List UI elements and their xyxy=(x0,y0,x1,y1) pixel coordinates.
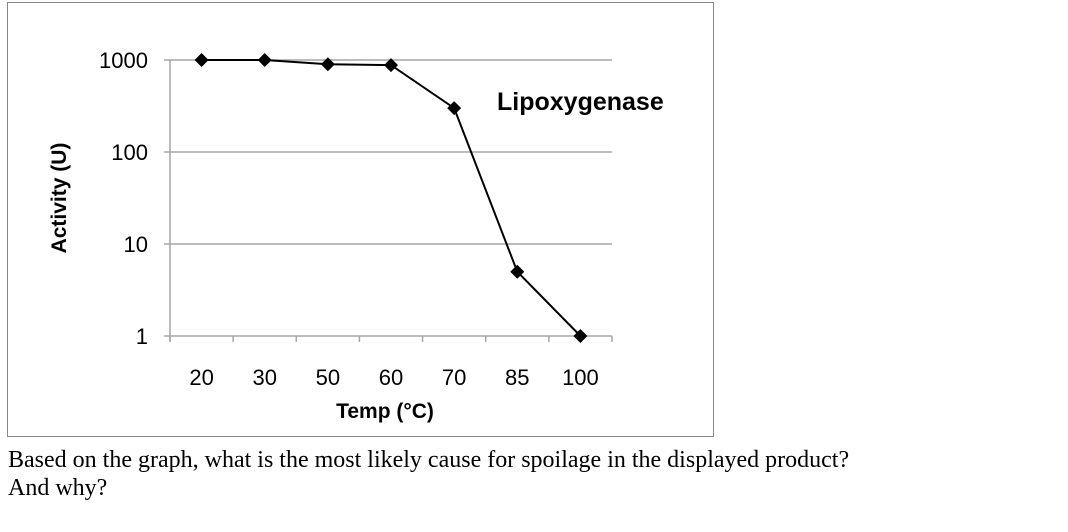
x-tick-label: 100 xyxy=(562,365,599,390)
x-axis-label: Temp (°C) xyxy=(336,400,434,423)
chart: 1 10 100 1000 20 30 50 60 70 85 100 Lipoxygenase T… xyxy=(7,2,714,437)
data-point-marker xyxy=(384,58,398,73)
question-line-1: Based on the graph, what is the most lik… xyxy=(8,447,850,473)
y-tick-label: 10 xyxy=(124,232,148,257)
question-line-2: And why? xyxy=(8,475,108,501)
data-point-marker xyxy=(257,53,272,67)
chart-frame xyxy=(7,2,714,437)
x-tick-label: 30 xyxy=(252,365,276,390)
data-point-marker xyxy=(194,53,209,67)
data-point-marker xyxy=(320,57,335,72)
y-axis-label: Activity (U) xyxy=(48,143,71,254)
y-tick-label: 100 xyxy=(111,140,148,165)
x-tick-label: 70 xyxy=(442,365,466,390)
series-annotation: Lipoxygenase xyxy=(497,88,664,116)
y-tick-label: 1000 xyxy=(99,48,148,73)
data-point-marker xyxy=(447,101,462,116)
x-tick-label: 85 xyxy=(505,365,529,390)
data-point-marker xyxy=(573,329,588,343)
y-tick-label: 1 xyxy=(136,324,148,349)
x-tick-label: 60 xyxy=(379,365,403,390)
data-point-marker xyxy=(510,264,525,279)
x-tick-label: 50 xyxy=(316,365,340,390)
x-tick-label: 20 xyxy=(189,365,213,390)
